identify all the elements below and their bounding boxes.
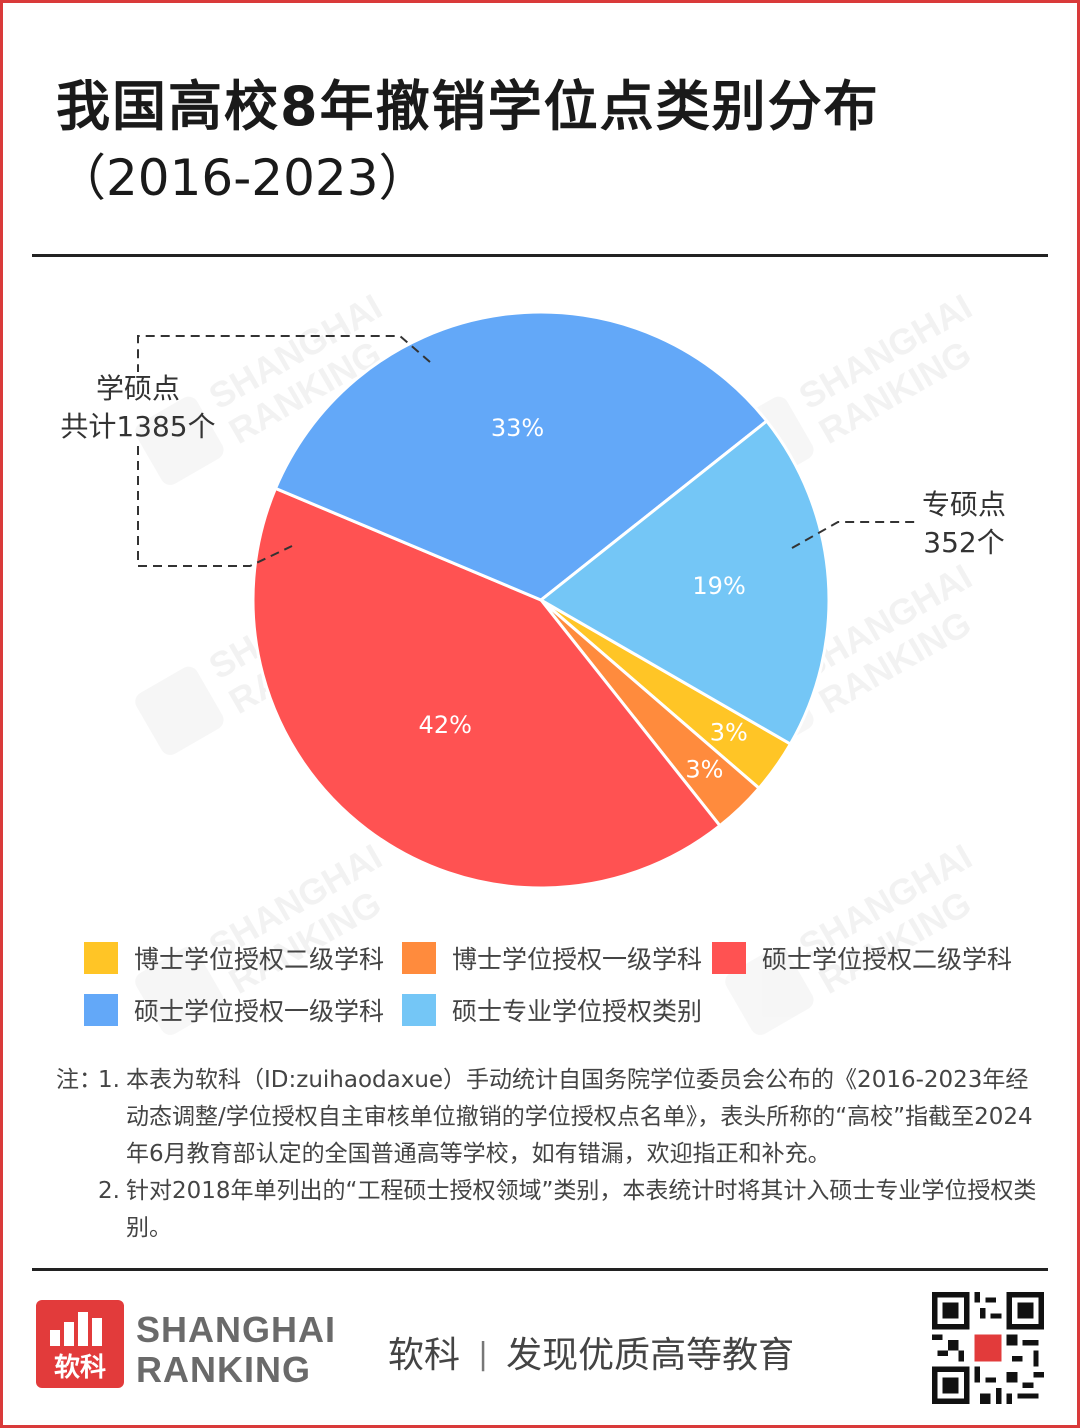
brand-name: SHANGHAI RANKING (136, 1309, 337, 1390)
legend-swatch (84, 942, 118, 974)
legend-swatch (712, 942, 746, 974)
slice-percent-label: 42% (419, 711, 472, 739)
legend-swatch (402, 942, 436, 974)
slogan-brand: 软科 (388, 1335, 461, 1376)
slice-professional-master (538, 419, 831, 747)
callout-line2: 共计1385个 (60, 410, 216, 443)
slice-percent-label: 19% (692, 572, 745, 600)
legend-label: 硕士学位授权一级学科 (134, 997, 385, 1026)
bottom-divider (32, 1268, 1048, 1271)
callout-label-professional-master: 专硕点 352个 (904, 486, 1024, 562)
logo-bars-icon (50, 1312, 110, 1346)
legend-swatch (402, 994, 436, 1026)
legend-label: 博士学位授权一级学科 (452, 945, 703, 974)
footnote-number: 1. (98, 1067, 120, 1093)
footnote: 注： 1. 本表为软科（ID:zuihaodaxue）手动统计自国务院学位委员会… (56, 1062, 1051, 1173)
footnote-text: 本表为软科（ID:zuihaodaxue）手动统计自国务院学位委员会公布的《20… (126, 1067, 1033, 1167)
legend-item: 博士学位授权二级学科 (84, 940, 384, 976)
callout-line-professional-master (791, 521, 918, 549)
logo-text: 软科 (53, 1353, 106, 1383)
footnote: 2. 针对2018年单列出的“工程硕士授权领域”类别，本表统计时将其计入硕士专业… (56, 1173, 1051, 1247)
chart-subtitle: （2016-2023） (56, 149, 429, 207)
slogan-separator: | (478, 1337, 489, 1372)
legend-label: 博士学位授权二级学科 (134, 945, 385, 974)
slice-master-second-level (251, 486, 722, 890)
legend-item: 硕士学位授权二级学科 (712, 940, 1012, 976)
legend-item: 硕士学位授权一级学科 (84, 992, 384, 1028)
legend-item: 硕士专业学位授权类别 (402, 992, 702, 1028)
footnotes: 注： 1. 本表为软科（ID:zuihaodaxue）手动统计自国务院学位委员会… (56, 1062, 1051, 1247)
slogan: 软科 | 发现优质高等教育 (388, 1326, 794, 1378)
footnote-number: 2. (98, 1178, 120, 1204)
callout-line-academic-master (137, 446, 293, 567)
pie-chart: 3% 3% 42% 33% 19% (137, 310, 918, 890)
callout-line2: 352个 (923, 526, 1005, 559)
chart-title: 我国高校8年撤销学位点类别分布 (56, 75, 880, 138)
legend-item: 博士学位授权一级学科 (402, 940, 702, 976)
callout-line1: 学硕点 (95, 372, 180, 405)
legend-label: 硕士专业学位授权类别 (452, 997, 703, 1026)
slice-percent-label: 3% (685, 755, 723, 783)
callout-line1: 专硕点 (921, 488, 1006, 521)
slogan-text: 发现优质高等教育 (506, 1335, 795, 1376)
brand-logo: 软科 (36, 1300, 124, 1388)
callout-line-academic-master (137, 335, 431, 372)
legend-swatch (84, 994, 118, 1026)
slice-master-first-level (273, 310, 769, 602)
footnote-prefix: 注： (56, 1067, 102, 1093)
slice-percent-label: 33% (491, 414, 544, 442)
callout-label-academic-master: 学硕点 共计1385个 (48, 370, 228, 446)
top-divider (32, 254, 1048, 257)
slice-percent-label: 3% (710, 718, 748, 746)
qr-code-icon (932, 1292, 1044, 1404)
footnote-text: 针对2018年单列出的“工程硕士授权领域”类别，本表统计时将其计入硕士专业学位授… (126, 1178, 1037, 1241)
legend-label: 硕士学位授权二级学科 (762, 945, 1013, 974)
